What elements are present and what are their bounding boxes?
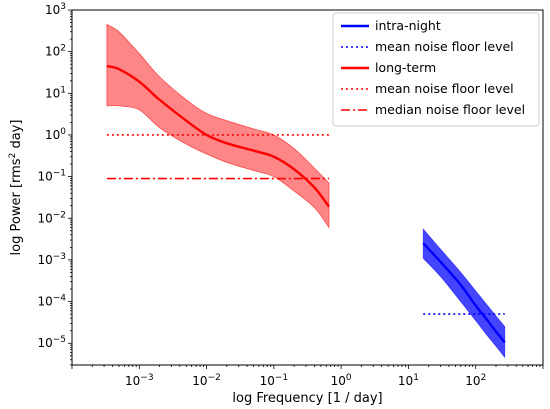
y-tick-label: 103 (45, 2, 66, 17)
y-tick-label: 102 (45, 44, 66, 59)
plot-frame (71, 9, 544, 366)
y-tick-exponent: 1 (60, 85, 66, 95)
y-tick-label: 10−3 (37, 252, 66, 267)
series-line-2 (106, 64, 330, 208)
series-band-2 (106, 23, 330, 229)
y-axis-label: log Power [rms2 day] (8, 120, 24, 256)
y-tick-label: 10−1 (37, 169, 66, 184)
confidence-bands (106, 23, 506, 359)
x-tick-exponent: −1 (275, 373, 288, 383)
y-tick-base: 10 (37, 253, 52, 267)
y-tick-label: 10−4 (37, 294, 66, 309)
x-tick-label: 10−2 (192, 373, 221, 388)
x-axis-ticks: 10−3 10−2 10−1 100 101 102 (71, 365, 544, 388)
y-tick-base: 10 (45, 45, 60, 59)
y-tick-label: 100 (45, 127, 66, 142)
y-tick-exponent: −2 (53, 210, 66, 220)
legend-label: long-term (375, 60, 436, 75)
y-tick-exponent: −5 (53, 335, 66, 345)
x-tick-base: 10 (192, 374, 207, 388)
y-tick-base: 10 (45, 3, 60, 17)
series-lines (106, 64, 506, 344)
y-tick-base: 10 (37, 211, 52, 225)
y-tick-label: 101 (45, 85, 66, 100)
x-tick-exponent: −3 (140, 373, 153, 383)
x-tick-exponent: 0 (346, 373, 352, 383)
legend-box (332, 12, 540, 127)
x-tick-base: 10 (465, 374, 480, 388)
y-tick-base: 10 (37, 170, 52, 184)
y-tick-exponent: −4 (53, 294, 67, 304)
y-tick-base: 10 (37, 336, 52, 350)
y-axis-label-prefix: log Power [rms (9, 158, 24, 255)
y-tick-base: 10 (37, 295, 52, 309)
x-tick-label: 100 (331, 373, 352, 388)
y-tick-base: 10 (45, 128, 60, 142)
y-tick-exponent: 2 (60, 44, 66, 54)
legend: intra-night mean noise floor level long-te… (332, 12, 540, 127)
x-tick-base: 10 (398, 374, 413, 388)
y-tick-exponent: −1 (53, 169, 66, 179)
x-tick-exponent: 2 (480, 373, 486, 383)
x-tick-exponent: −2 (208, 373, 221, 383)
x-tick-label: 10−1 (260, 373, 289, 388)
y-tick-label: 10−5 (37, 335, 66, 350)
y-tick-base: 10 (45, 86, 60, 100)
y-tick-exponent: 3 (60, 2, 66, 12)
y-tick-label: 10−2 (37, 210, 66, 225)
y-axis-label-suffix: day] (9, 120, 24, 153)
x-tick-base: 10 (125, 374, 140, 388)
series-line-0 (422, 242, 506, 344)
x-tick-base: 10 (331, 374, 346, 388)
x-tick-base: 10 (260, 374, 275, 388)
x-tick-exponent: 1 (413, 373, 419, 383)
series-band-0 (422, 227, 506, 359)
legend-label: median noise floor level (375, 102, 525, 117)
y-tick-exponent: −3 (53, 252, 66, 262)
x-tick-label: 10−3 (125, 373, 154, 388)
y-axis-label-superscript: 2 (8, 153, 18, 159)
y-tick-exponent: 0 (60, 127, 66, 137)
legend-label: mean noise floor level (375, 39, 514, 54)
x-axis-label: log Frequency [1 / day] (232, 391, 382, 406)
legend-label: mean noise floor level (375, 81, 514, 96)
x-tick-label: 101 (398, 373, 419, 388)
legend-label: intra-night (375, 18, 441, 33)
x-tick-label: 102 (465, 373, 486, 388)
